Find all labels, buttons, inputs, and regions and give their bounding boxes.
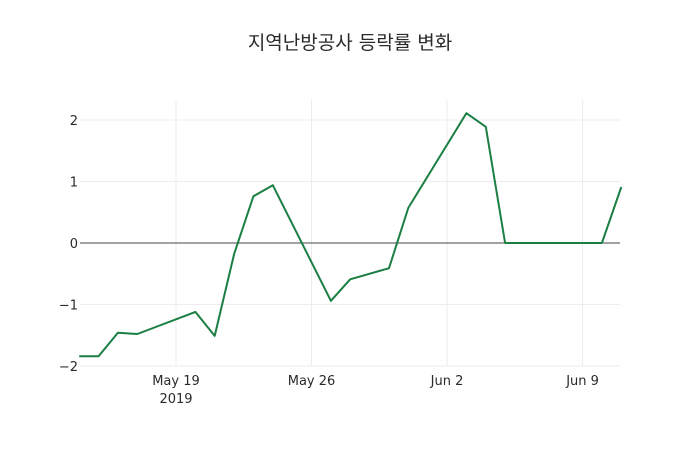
x-tick-label: May 19 xyxy=(152,374,200,389)
grid-lines xyxy=(80,100,620,367)
x-tick-label: May 26 xyxy=(288,374,336,389)
y-tick-label: 0 xyxy=(70,237,78,252)
y-tick-label: 2 xyxy=(70,114,78,129)
x-tick-label: Jun 2 xyxy=(430,374,464,389)
y-tick-label: −2 xyxy=(59,360,78,375)
data-series xyxy=(79,112,623,358)
y-tick-label: −1 xyxy=(59,299,78,314)
chart-title: 지역난방공사 등락률 변화 xyxy=(247,32,453,54)
y-axis-ticks: 2 1 0 −1 −2 xyxy=(59,114,78,375)
x-axis-ticks: May 19 2019 May 26 Jun 2 Jun 9 xyxy=(152,374,599,407)
x-tick-label: Jun 9 xyxy=(565,374,599,389)
series-line xyxy=(79,112,623,358)
x-tick-year-label: 2019 xyxy=(159,392,192,407)
y-tick-label: 1 xyxy=(70,176,78,191)
